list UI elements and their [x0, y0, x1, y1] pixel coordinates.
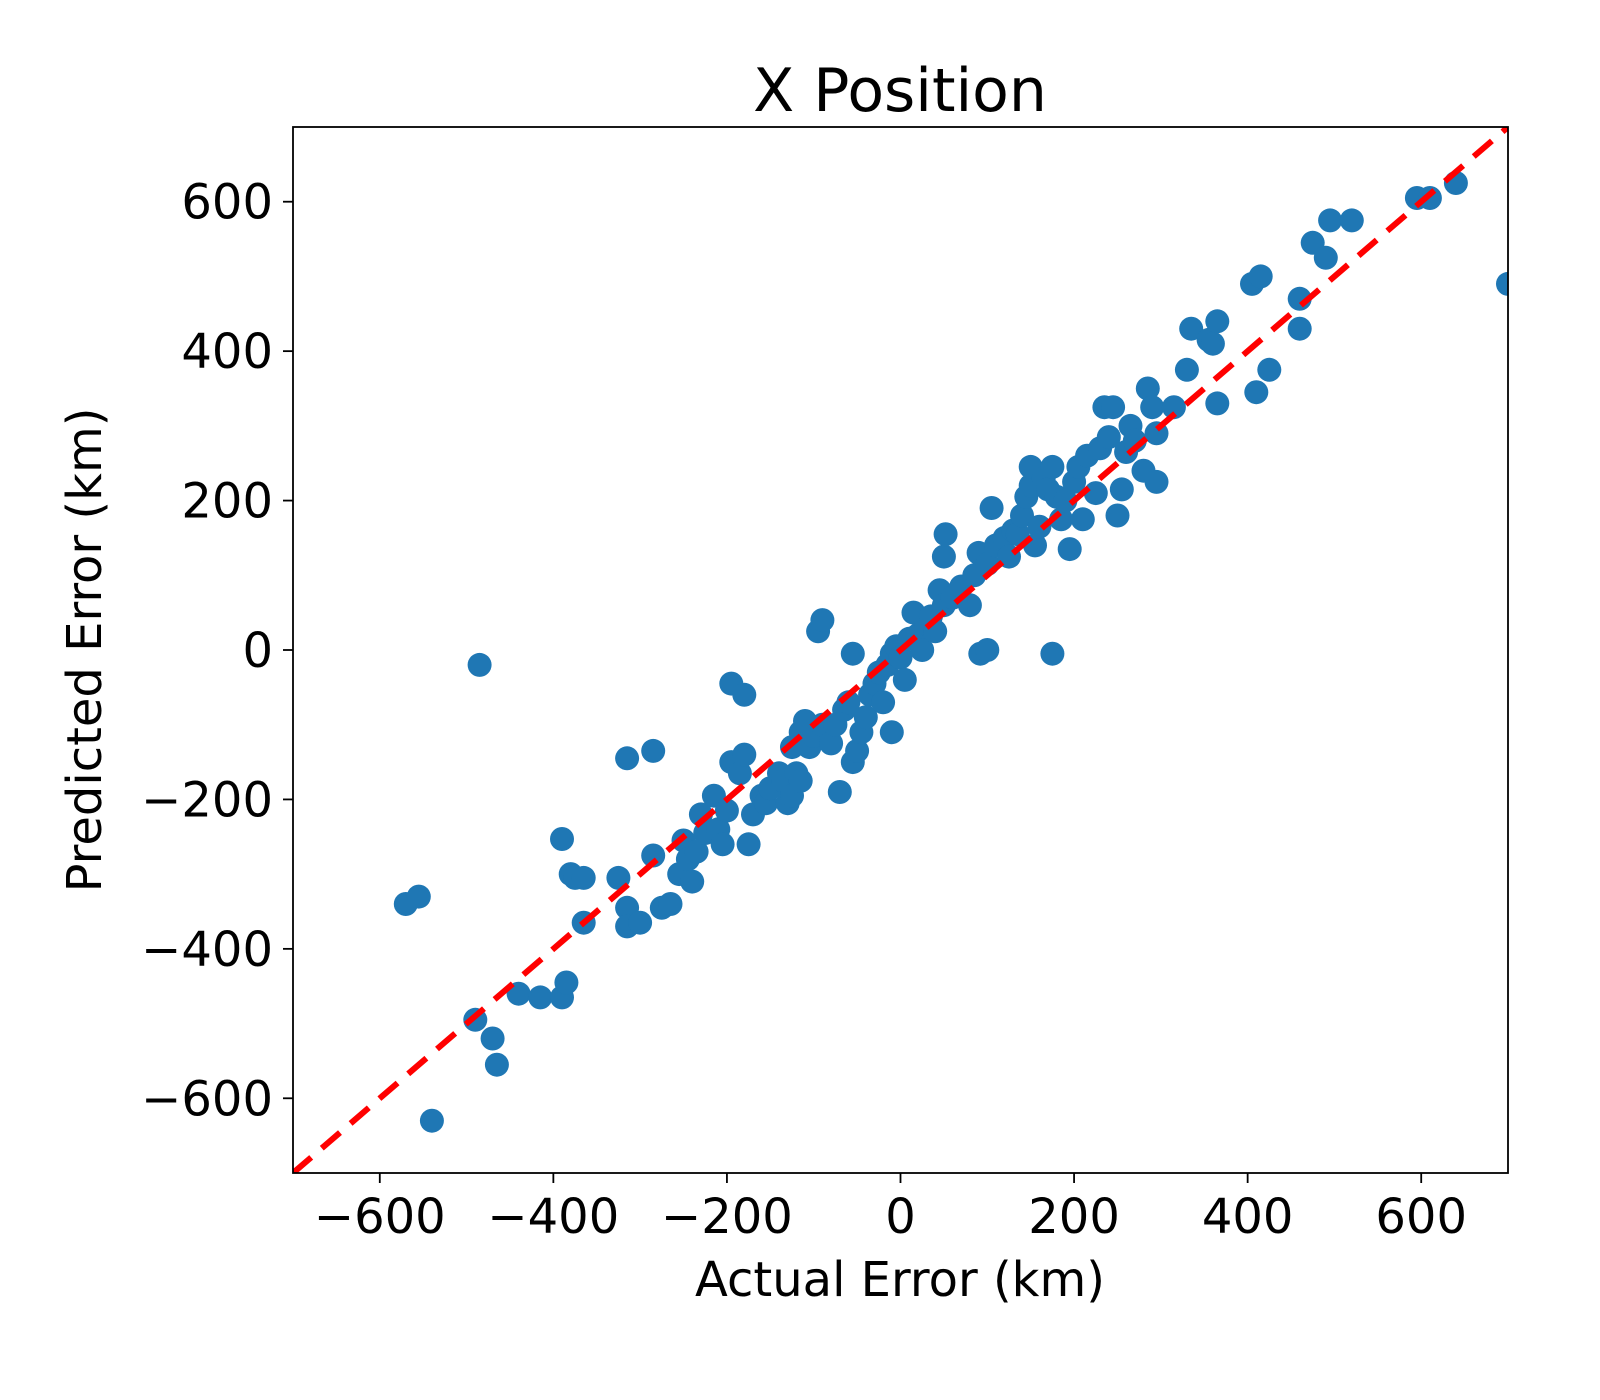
data-point: [714, 798, 739, 823]
chart-title: X Position: [753, 56, 1047, 126]
x-tick-label: 200: [1028, 1189, 1120, 1245]
data-point: [467, 652, 492, 677]
data-point: [1318, 208, 1343, 233]
data-point: [1244, 380, 1269, 405]
data-point: [819, 731, 844, 756]
data-point: [827, 780, 852, 804]
data-point: [732, 742, 757, 767]
x-tick-label: −600: [314, 1189, 446, 1245]
data-point: [484, 1052, 509, 1077]
data-point: [840, 641, 865, 666]
data-point: [910, 638, 935, 662]
x-tick-label: −200: [661, 1189, 793, 1245]
y-axis-ticks: −600 −400 −200 0 200 400 600: [141, 175, 293, 1127]
data-point: [979, 496, 1004, 520]
x-tick-label: −400: [487, 1189, 619, 1245]
plot-area: [292, 126, 1509, 1174]
data-point: [1083, 481, 1108, 506]
data-point: [1496, 271, 1508, 296]
y-tick-label: 0: [242, 623, 273, 679]
data-point: [1248, 264, 1273, 289]
data-point: [1205, 391, 1230, 416]
data-point: [658, 892, 683, 916]
y-tick-label: −200: [141, 772, 273, 828]
data-point: [736, 832, 761, 857]
data-point: [1200, 331, 1225, 356]
data-point: [1109, 477, 1134, 502]
data-point: [727, 761, 752, 786]
data-point: [1339, 208, 1364, 233]
data-point: [1205, 309, 1230, 334]
y-tick-label: 600: [181, 175, 273, 231]
data-point: [406, 884, 431, 909]
data-point: [1070, 507, 1095, 532]
data-point: [480, 1026, 505, 1051]
data-point: [732, 682, 757, 707]
data-point: [871, 690, 896, 715]
y-axis-label: Predicted Error (km): [57, 408, 113, 893]
data-point: [1057, 537, 1082, 562]
data-point: [684, 839, 709, 864]
data-point: [1010, 503, 1034, 528]
data-point: [879, 720, 904, 745]
data-point: [853, 705, 878, 730]
data-point: [641, 843, 666, 868]
data-point: [571, 865, 596, 890]
data-point: [892, 667, 917, 692]
y-tick-label: −600: [141, 1071, 273, 1127]
data-point: [710, 832, 735, 857]
data-point: [1096, 425, 1121, 450]
data-point: [1053, 488, 1078, 513]
data-point: [1105, 503, 1130, 528]
data-point: [788, 768, 813, 793]
data-point: [1101, 395, 1126, 420]
y-tick-label: 400: [181, 324, 273, 380]
data-point: [1040, 454, 1065, 479]
data-point: [419, 1108, 444, 1133]
data-point: [1140, 395, 1165, 420]
x-axis-ticks: −600 −400 −200 0 200 400 600: [314, 1173, 1467, 1245]
data-point: [1027, 514, 1052, 539]
data-point: [1040, 641, 1065, 666]
x-axis-label: Actual Error (km): [695, 1252, 1105, 1308]
data-point: [528, 985, 553, 1010]
reference-line: [293, 127, 1508, 1173]
data-point: [1287, 316, 1312, 341]
data-point: [1144, 469, 1169, 494]
data-point: [641, 738, 666, 763]
x-tick-label: 400: [1202, 1189, 1294, 1245]
y-tick-label: 200: [181, 474, 273, 530]
data-point: [1135, 376, 1160, 401]
data-point: [554, 970, 579, 995]
data-point: [975, 638, 1000, 662]
data-point: [933, 522, 958, 547]
data-point: [845, 738, 870, 763]
data-point: [628, 910, 653, 935]
data-point: [810, 608, 835, 633]
x-tick-label: 600: [1375, 1189, 1467, 1245]
data-point: [931, 544, 956, 569]
data-point: [888, 645, 913, 670]
data-point: [550, 827, 574, 851]
data-point: [1179, 316, 1204, 341]
data-point: [1313, 245, 1338, 270]
data-point: [615, 746, 640, 771]
data-point: [680, 869, 705, 894]
data-point: [1174, 357, 1199, 382]
data-point: [1161, 395, 1186, 420]
data-point: [1257, 357, 1282, 382]
y-tick-label: −400: [141, 922, 273, 978]
x-tick-label: 0: [885, 1189, 916, 1245]
